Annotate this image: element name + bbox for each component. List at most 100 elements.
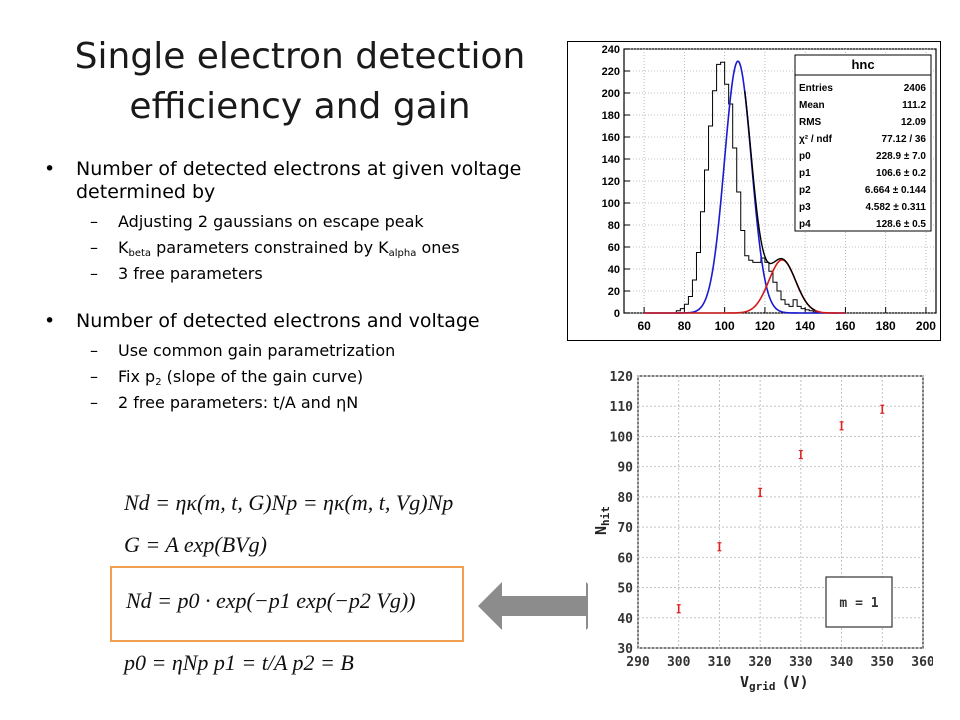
stats-name: RMS (799, 117, 822, 128)
y-tick-label: 220 (602, 66, 620, 78)
equation-fit: Nd = p0 · exp(−p1 exp(−p2 Vg)) (126, 588, 416, 614)
text-slope: (slope of the gain curve) (161, 367, 364, 386)
stats-value: 228.9 ± 7.0 (876, 151, 926, 162)
sub-bullet-dash: – (90, 367, 98, 386)
x-tick-label: 340 (830, 655, 854, 670)
stats-title: hnc (851, 57, 874, 72)
stats-value: 6.664 ± 0.144 (865, 185, 927, 196)
y-tick-label: 100 (610, 430, 634, 445)
stats-name: p1 (799, 168, 811, 179)
stats-name: Mean (799, 100, 825, 111)
histogram-chart: 60 80 100 120 140 160 180 200 0 20 40 60 80 100 120 140… (567, 41, 941, 341)
sub-bullet-item: – Fix p2 (slope of the gain curve) (40, 367, 560, 388)
sub-bullet-text: Fix p2 (slope of the gain curve) (118, 367, 364, 388)
y-tick-label: 70 (617, 521, 633, 536)
x-tick-label: 310 (708, 655, 732, 670)
legend-text: m = 1 (839, 596, 878, 611)
stats-name: p0 (799, 151, 811, 162)
equation-params-text: p0 = ηNp p1 = t/A p2 = B (124, 650, 354, 675)
x-tick-label: 80 (678, 319, 692, 333)
x-tick-label: 180 (876, 319, 896, 333)
subscript-beta: beta (128, 248, 152, 259)
y-tick-label: 60 (608, 242, 620, 254)
legend-box (825, 576, 893, 628)
sub-bullet-text: Use common gain parametrization (118, 341, 396, 360)
x-tick-label: 360 (911, 655, 933, 670)
equation-nd-text: Nd = ηκ(m, t, G)Np = ηκ(m, t, Vg)Np (124, 490, 454, 515)
subscript-2: 2 (155, 377, 162, 388)
y-tick-label: 0 (614, 308, 620, 320)
bullet-dot: • (44, 310, 56, 332)
stats-value: 2406 (904, 83, 927, 94)
y-tick-label: 60 (617, 551, 633, 566)
sub-bullet-dash: – (90, 341, 98, 360)
text-mid: parameters constrained by K (151, 238, 389, 257)
sub-bullet-item: – Use common gain parametrization (40, 341, 560, 361)
double-arrow-shape (478, 582, 610, 630)
sub-bullet-item: – 2 free parameters: t/A and ηN (40, 393, 560, 413)
stats-name: p2 (799, 185, 811, 196)
stats-name: p4 (799, 219, 811, 230)
equation-nd: Nd = ηκ(m, t, G)Np = ηκ(m, t, Vg)Np (124, 490, 453, 516)
stats-value: 128.6 ± 0.5 (876, 219, 926, 230)
text-post: ones (416, 238, 460, 257)
gain-chart: 290 300 310 320 330 340 350 360 30 40 50 60 70 80 90 10… (588, 363, 933, 693)
y-tick-label: 50 (617, 582, 633, 597)
x-tick-label: 120 (755, 319, 775, 333)
y-tick-label: 110 (610, 400, 634, 415)
equation-fit-text: Nd = p0 · exp(−p1 exp(−p2 Vg)) (126, 588, 416, 613)
bullet-item: • Number of detected electrons and volta… (40, 310, 560, 333)
histogram-bars (675, 61, 818, 313)
y-tick-label: 40 (617, 612, 633, 627)
sub-bullet-item: – Adjusting 2 gaussians on escape peak (40, 212, 560, 232)
combined-fit (744, 90, 816, 312)
y-tick-label: 100 (602, 198, 620, 210)
subscript-alpha: alpha (388, 248, 417, 259)
sub-bullet-item: – Kbeta parameters constrained by Kalpha… (40, 238, 560, 259)
x-tick-label: 100 (715, 319, 735, 333)
x-tick-label: 200 (916, 319, 936, 333)
equation-params: p0 = ηNp p1 = t/A p2 = B (124, 650, 354, 676)
bullet-dot: • (44, 158, 56, 180)
x-tick-label: 290 (626, 655, 650, 670)
sub-bullet-text: Adjusting 2 gaussians on escape peak (118, 212, 424, 231)
y-tick-label: 30 (617, 642, 633, 657)
y-tick-label: 140 (602, 154, 620, 166)
equation-gain-text: G = A exp(BVg) (124, 532, 267, 557)
slide-title: Single electron detection efficiency and… (74, 36, 526, 127)
x-tick-label: 140 (795, 319, 815, 333)
sub-bullet-dash: – (90, 238, 98, 257)
sub-bullet-text: 3 free parameters (118, 264, 263, 283)
sub-bullet-dash: – (90, 393, 98, 412)
x-tick-label: 350 (871, 655, 895, 670)
stats-value: 106.6 ± 0.2 (876, 168, 926, 179)
y-tick-label: 120 (602, 176, 620, 188)
text-k: K (118, 238, 129, 257)
double-arrow-icon (478, 582, 610, 630)
sub-bullet-item: – 3 free parameters (40, 264, 560, 284)
y-tick-label: 80 (608, 220, 620, 232)
stats-name: p3 (799, 202, 811, 213)
y-tick-label: 80 (617, 491, 633, 506)
stats-value: 77.12 / 36 (882, 134, 927, 145)
stats-value: 4.582 ± 0.311 (865, 202, 926, 213)
y-tick-label: 40 (608, 264, 620, 276)
sub-bullet-dash: – (90, 264, 98, 283)
y-tick-label: 20 (608, 286, 620, 298)
stats-name: χ² / ndf (799, 134, 833, 145)
x-tick-label: 300 (667, 655, 691, 670)
bullet-text: Number of detected electrons at given vo… (76, 158, 522, 203)
y-tick-label: 240 (602, 44, 620, 56)
x-tick-label: 160 (835, 319, 855, 333)
bullet-text: Number of detected electrons and voltage (76, 310, 480, 332)
y-tick-label: 120 (610, 370, 634, 385)
text-fix: Fix p (118, 367, 156, 386)
x-tick-label: 60 (637, 319, 651, 333)
sub-bullet-dash: – (90, 212, 98, 231)
sub-bullet-text: 2 free parameters: t/A and ηN (118, 393, 359, 412)
stats-value: 111.2 (902, 100, 926, 111)
y-tick-label: 200 (602, 88, 620, 100)
y-tick-label: 90 (617, 461, 633, 476)
equation-gain: G = A exp(BVg) (124, 532, 267, 558)
x-tick-label: 320 (748, 655, 772, 670)
